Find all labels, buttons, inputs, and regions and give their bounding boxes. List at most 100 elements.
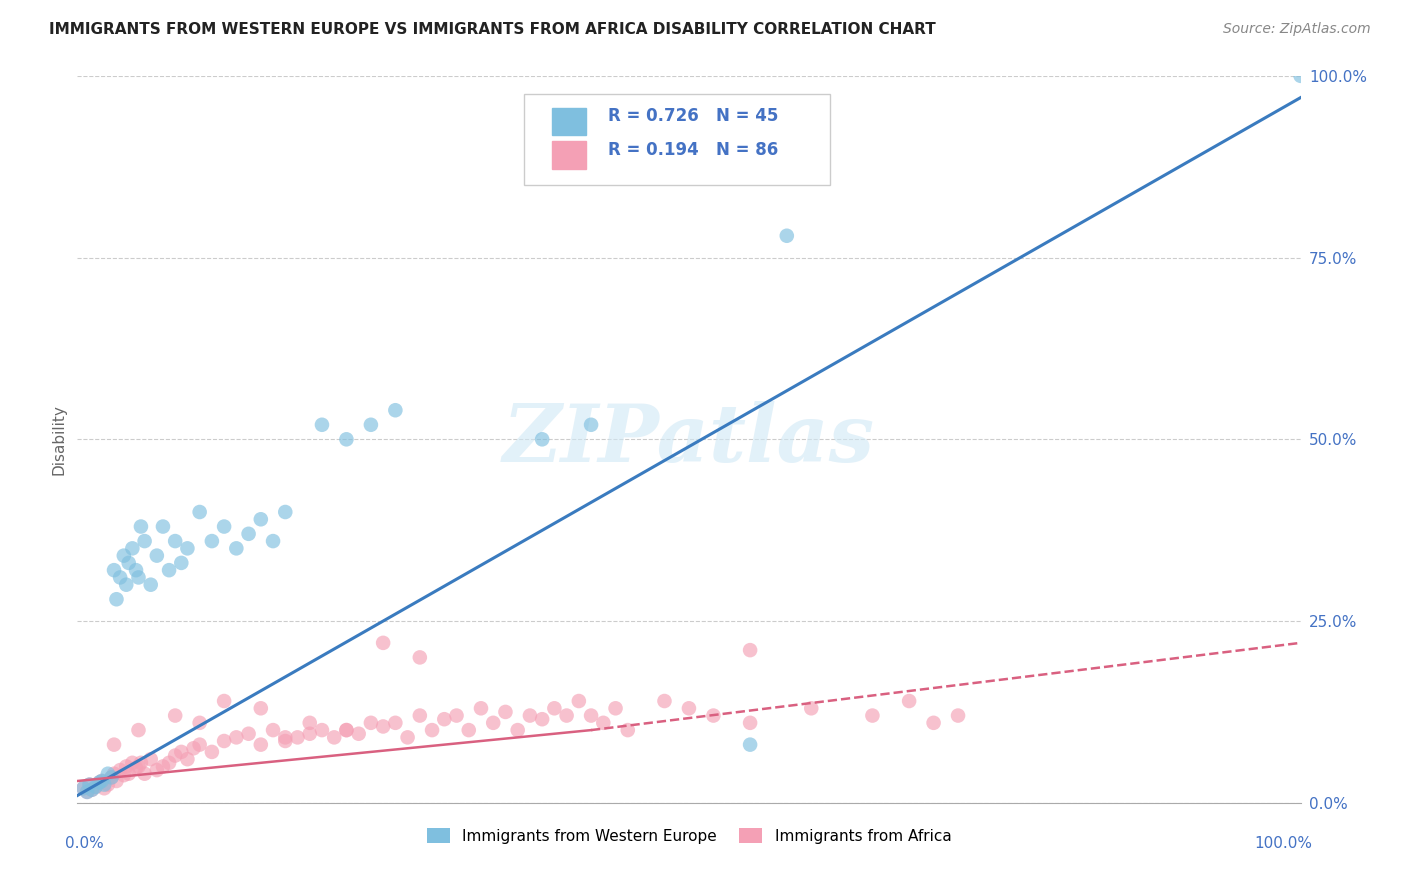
Point	[170, 556, 193, 570]
Point	[360, 417, 382, 432]
Point	[396, 731, 419, 745]
Text: 0.0%: 0.0%	[65, 836, 104, 850]
Point	[654, 694, 676, 708]
Point	[287, 731, 309, 745]
Point	[384, 403, 406, 417]
Point	[108, 763, 131, 777]
Point	[121, 541, 143, 556]
Point	[250, 738, 273, 752]
Point	[76, 785, 98, 799]
Point	[105, 774, 128, 789]
Text: Source: ZipAtlas.com: Source: ZipAtlas.com	[1223, 22, 1371, 37]
Point	[212, 694, 235, 708]
Point	[103, 738, 125, 752]
Y-axis label: Disability: Disability	[51, 404, 66, 475]
Bar	[553, 108, 586, 136]
Point	[76, 785, 98, 799]
Point	[89, 775, 111, 789]
Point	[238, 727, 260, 741]
Point	[482, 715, 505, 730]
Point	[519, 708, 541, 723]
Point	[212, 734, 235, 748]
Point	[152, 759, 174, 773]
Point	[118, 766, 141, 780]
Point	[323, 731, 346, 745]
Point	[262, 534, 284, 549]
Point	[152, 519, 174, 533]
Point	[105, 592, 128, 607]
Point	[740, 738, 762, 752]
Point	[183, 741, 205, 756]
Point	[470, 701, 492, 715]
Point	[579, 708, 602, 723]
Point	[84, 780, 107, 794]
Point	[592, 715, 614, 730]
Point	[446, 708, 468, 723]
Point	[335, 723, 357, 737]
Point	[568, 694, 591, 708]
Point	[134, 534, 156, 549]
Point	[274, 734, 297, 748]
Point	[72, 781, 94, 796]
Point	[201, 745, 224, 759]
Point	[112, 549, 135, 563]
Point	[922, 715, 945, 730]
Point	[108, 570, 131, 584]
Point	[115, 759, 138, 773]
Point	[129, 519, 152, 533]
Point	[262, 723, 284, 737]
FancyBboxPatch shape	[524, 94, 830, 185]
Point	[93, 778, 115, 792]
Point	[134, 766, 156, 780]
Point	[678, 701, 700, 715]
Point	[311, 723, 333, 737]
Point	[531, 432, 554, 446]
Point	[862, 708, 884, 723]
Point	[139, 752, 162, 766]
Point	[84, 780, 107, 794]
Point	[298, 727, 321, 741]
Point	[605, 701, 627, 715]
Point	[176, 752, 198, 766]
Point	[311, 417, 333, 432]
Point	[127, 759, 149, 773]
Point	[495, 705, 517, 719]
Point	[103, 766, 125, 780]
Point	[800, 701, 823, 715]
Point	[188, 715, 211, 730]
Point	[80, 782, 103, 797]
Point	[146, 763, 169, 777]
Point	[176, 541, 198, 556]
Point	[1289, 69, 1312, 83]
Point	[188, 738, 211, 752]
Point	[121, 756, 143, 770]
Point	[898, 694, 921, 708]
Point	[90, 774, 112, 789]
Point	[347, 727, 370, 741]
Point	[420, 723, 443, 737]
Point	[506, 723, 529, 737]
Point	[360, 715, 382, 730]
Point	[335, 723, 357, 737]
Point	[157, 756, 180, 770]
Point	[188, 505, 211, 519]
Text: ZIPatlas: ZIPatlas	[503, 401, 875, 478]
Text: R = 0.194   N = 86: R = 0.194 N = 86	[609, 141, 779, 159]
Point	[433, 712, 456, 726]
Point	[127, 723, 149, 737]
Point	[201, 534, 224, 549]
Point	[335, 432, 357, 446]
Point	[409, 708, 432, 723]
Point	[225, 541, 247, 556]
Point	[97, 766, 120, 780]
Point	[274, 505, 297, 519]
Point	[112, 768, 135, 782]
Point	[250, 512, 273, 526]
Point	[165, 534, 187, 549]
Point	[702, 708, 724, 723]
Point	[100, 770, 122, 784]
Point	[531, 712, 554, 726]
Point	[93, 781, 115, 796]
Point	[125, 761, 148, 775]
Point	[371, 636, 394, 650]
